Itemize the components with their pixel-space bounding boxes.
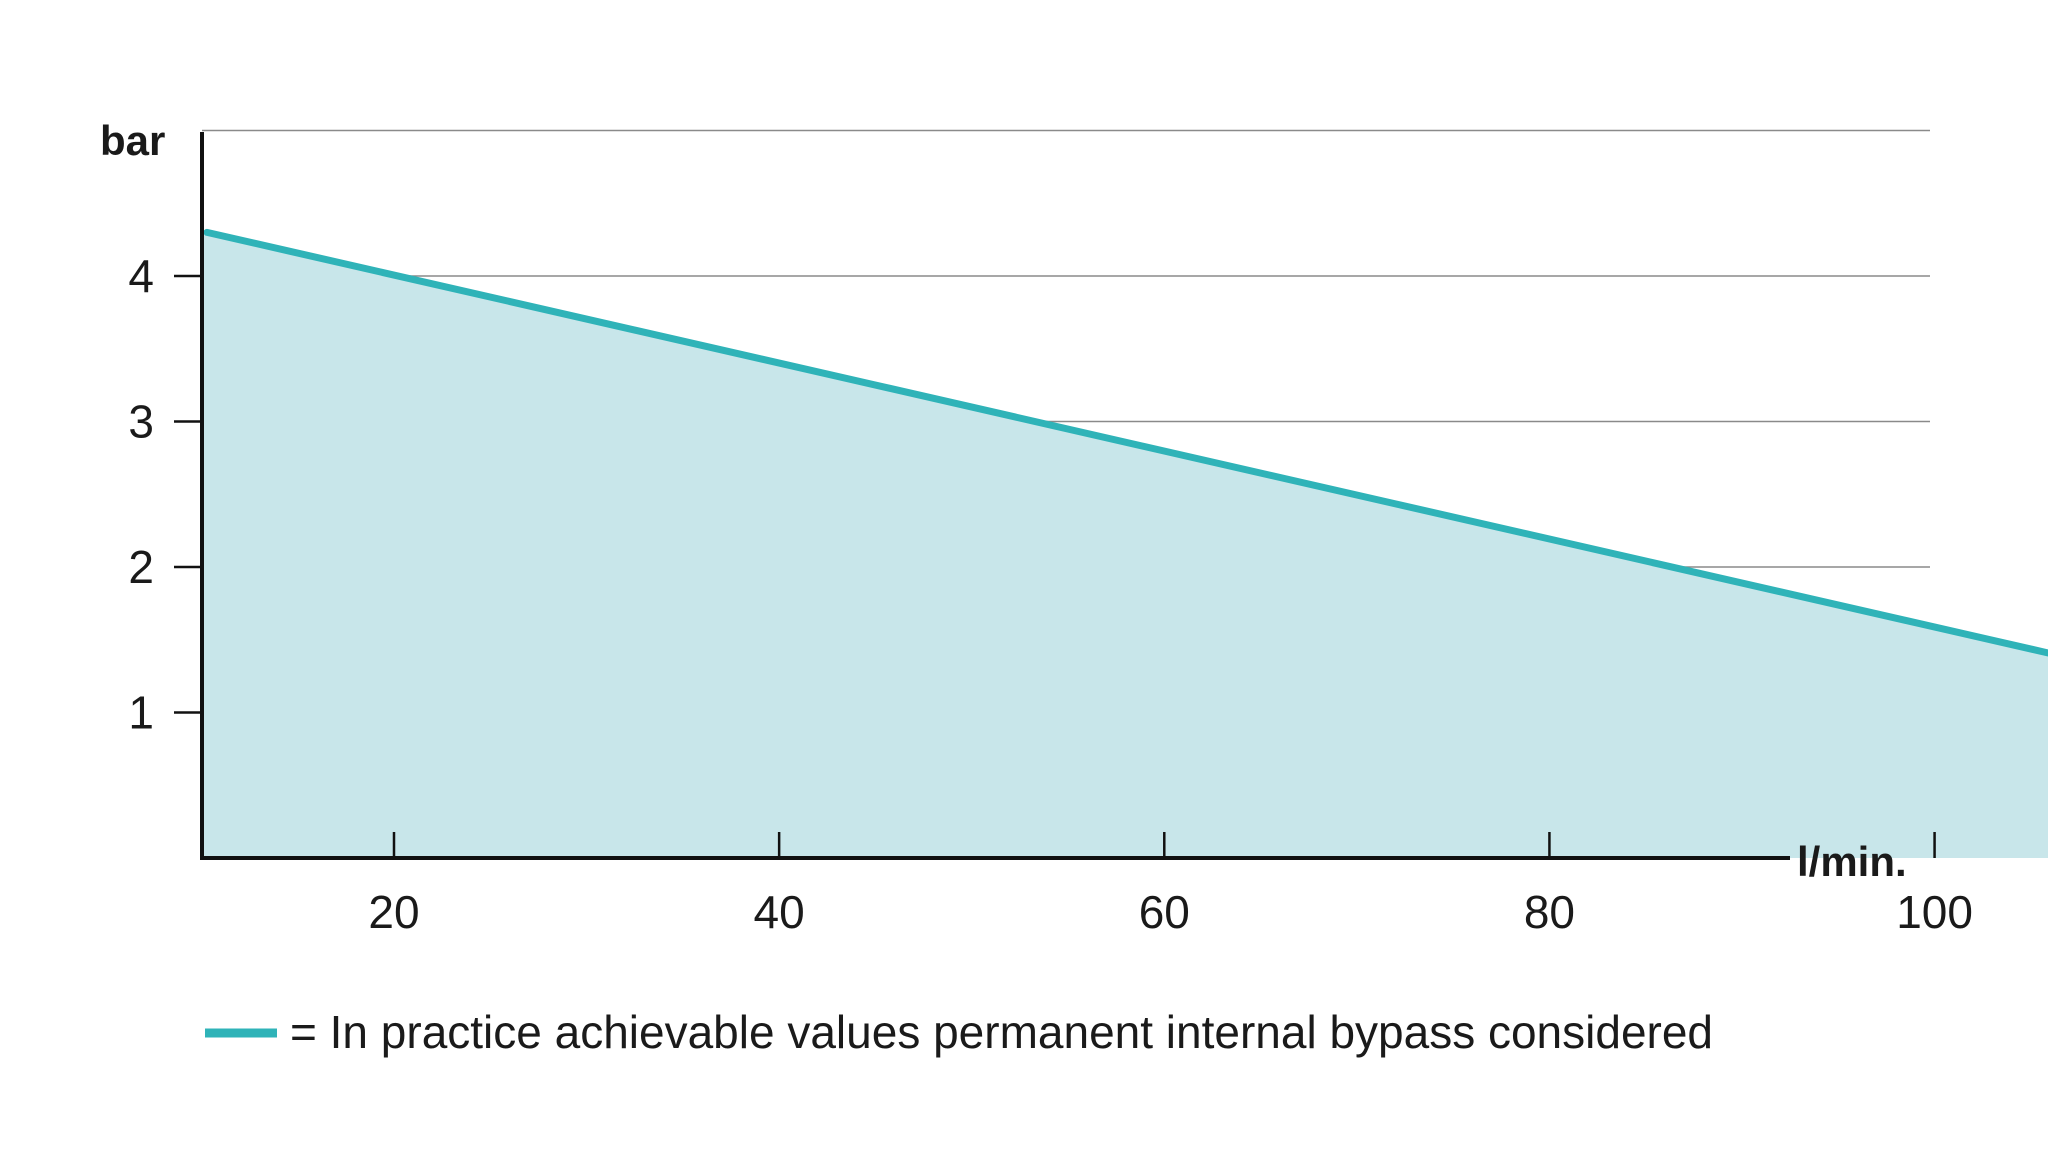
x-tick-label: 60 <box>1139 886 1190 938</box>
x-tick-label: 80 <box>1524 886 1575 938</box>
y-axis-label: bar <box>100 117 165 164</box>
y-tick-label: 3 <box>128 396 154 448</box>
tick-marks <box>174 274 1936 858</box>
achievable-area <box>202 232 2048 858</box>
y-tick-label: 1 <box>128 687 154 739</box>
x-axis-label: l/min. <box>1797 838 1907 885</box>
axes <box>200 132 1790 860</box>
tick-labels: 204060801001201401601234 <box>128 250 1973 938</box>
x-tick-label: 20 <box>368 886 419 938</box>
series-line <box>203 228 2048 657</box>
x-tick-label: 100 <box>1896 886 1973 938</box>
x-tick-label: 40 <box>754 886 805 938</box>
y-tick-label: 4 <box>128 250 154 302</box>
legend-text: = In practice achievable values permanen… <box>290 1006 1713 1058</box>
y-tick-label: 2 <box>128 541 154 593</box>
